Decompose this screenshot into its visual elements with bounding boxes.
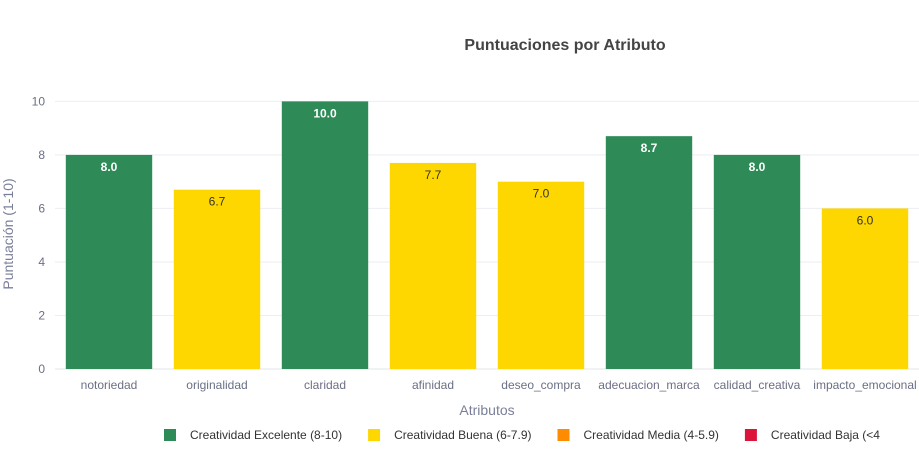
bar-adecuacion_marca[interactable] <box>605 136 693 369</box>
bar-originalidad[interactable] <box>173 189 261 369</box>
bar-value-label: 6.0 <box>857 213 874 227</box>
bar-value-label: 6.7 <box>209 195 226 209</box>
bar-value-label: 7.0 <box>533 187 550 201</box>
legend-swatch <box>368 429 381 441</box>
bar-value-label: 8.7 <box>641 141 658 155</box>
y-tick-label: 6 <box>38 201 45 215</box>
y-axis-ticks: 0 2 4 6 8 10 <box>32 94 46 376</box>
legend-item-label: Creatividad Excelente (8-10) <box>190 428 342 442</box>
chart-title: Puntuaciones por Atributo <box>464 37 665 54</box>
bar-value-label: 8.0 <box>101 160 118 174</box>
y-axis-title: Puntuación (1-10) <box>0 178 16 289</box>
legend-item-label: Creatividad Baja (<4 <box>771 428 880 442</box>
x-tick-label: impacto_emocional <box>813 378 916 392</box>
x-tick-label: adecuacion_marca <box>598 378 700 392</box>
x-tick-label: claridad <box>304 378 346 392</box>
bar-afinidad[interactable] <box>389 162 477 369</box>
bar-deseo_compra[interactable] <box>497 181 585 369</box>
bar-value-label: 10.0 <box>313 106 337 120</box>
y-tick-label: 4 <box>38 255 45 269</box>
x-tick-label: deseo_compra <box>501 378 581 392</box>
bar-value-label: 7.7 <box>425 168 442 182</box>
x-tick-label: calidad_creativa <box>714 378 801 392</box>
legend-item-label: Creatividad Media (4-5.9) <box>584 428 719 442</box>
y-tick-label: 2 <box>38 308 45 322</box>
x-axis-title: Atributos <box>459 402 514 418</box>
x-tick-label: afinidad <box>412 378 454 392</box>
y-tick-label: 8 <box>38 148 45 162</box>
bar-value-label: 8.0 <box>749 160 766 174</box>
x-tick-label: originalidad <box>186 378 247 392</box>
x-tick-label: notoriedad <box>81 378 138 392</box>
legend-swatch <box>744 429 757 441</box>
bar-calidad_creativa[interactable] <box>713 154 801 369</box>
bar-notoriedad[interactable] <box>65 154 153 369</box>
y-tick-label: 0 <box>38 362 45 376</box>
bar-claridad[interactable] <box>281 101 369 369</box>
bars <box>65 101 909 369</box>
bar-impacto_emocional[interactable] <box>821 208 909 369</box>
legend-swatch <box>557 429 570 441</box>
bar-value-labels: 8.0 6.7 10.0 7.7 7.0 8.7 8.0 6.0 <box>101 106 874 227</box>
legend-swatch <box>164 429 176 441</box>
x-axis-ticks: notoriedad originalidad claridad afinidad de… <box>81 378 917 392</box>
legend-item-label: Creatividad Buena (6-7.9) <box>394 428 531 442</box>
legend: Creatividad Excelente (8-10) Creatividad … <box>164 428 880 442</box>
y-tick-label: 10 <box>32 94 46 108</box>
